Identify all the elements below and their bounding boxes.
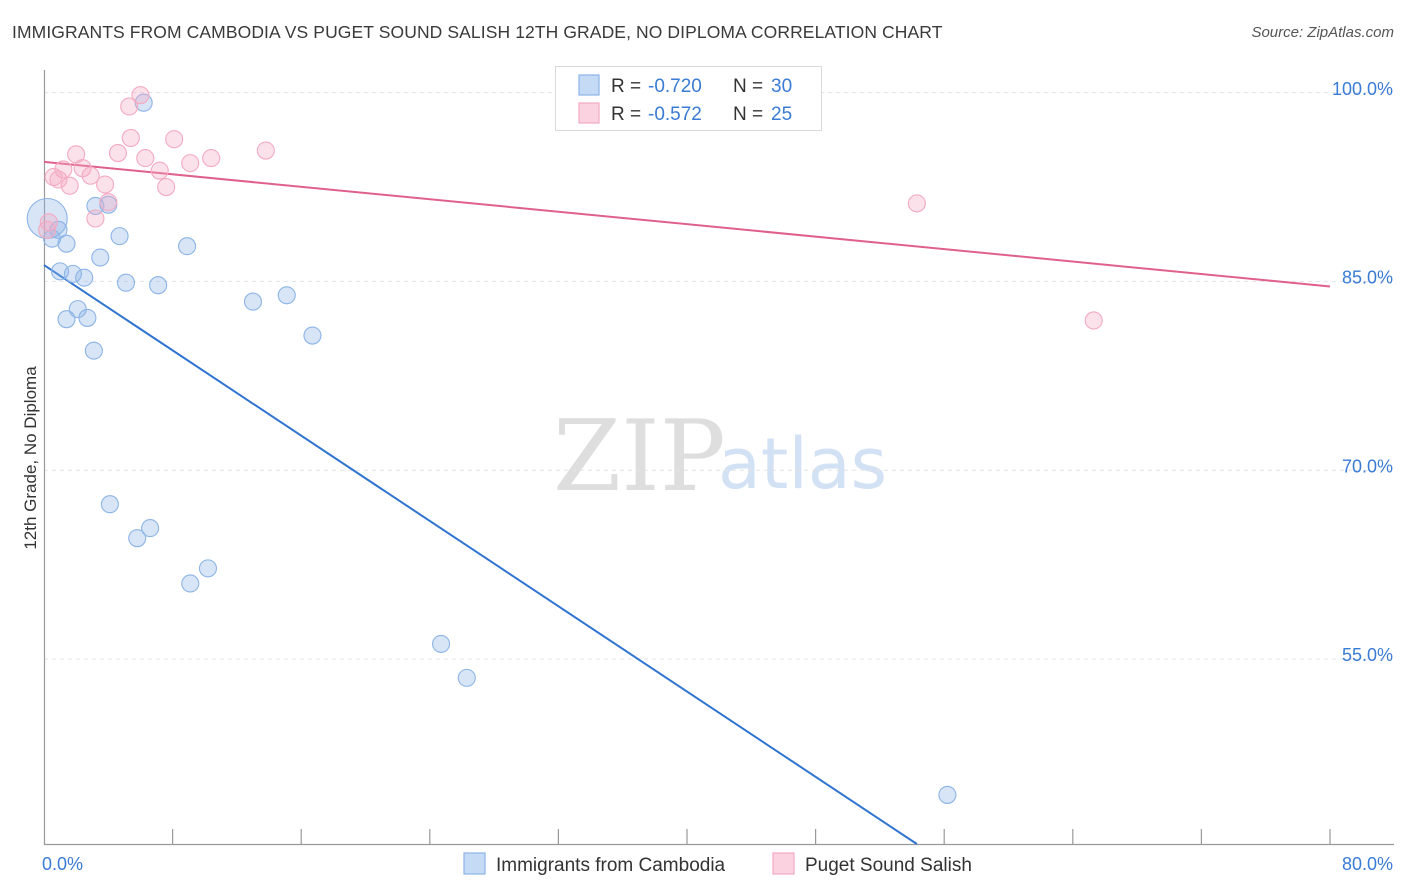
point-salish [108, 144, 127, 163]
point-cambodia [303, 326, 322, 345]
point-cambodia [938, 785, 957, 804]
point-salish [131, 86, 150, 105]
x-tick-labels: 0.0% 80.0% [42, 854, 1393, 874]
point-cambodia [57, 234, 76, 253]
y-axis-label: 12th Grade, No Diploma [21, 366, 40, 550]
stats-legend-box [555, 66, 822, 131]
point-cambodia [116, 273, 136, 292]
legend-swatch-cambodia [578, 74, 600, 96]
point-cambodia [91, 248, 110, 267]
point-salish [39, 213, 58, 232]
point-cambodia [432, 634, 451, 653]
point-cambodia [243, 292, 263, 311]
point-cambodia [57, 310, 76, 329]
x-tick-label: 80.0% [1342, 854, 1393, 874]
series-legend-swatch-salish [772, 852, 795, 875]
series-legend-swatch-cambodia [463, 852, 486, 875]
point-cambodia [178, 237, 197, 256]
data-points [26, 86, 1103, 804]
point-salish [165, 130, 184, 149]
point-salish [49, 170, 68, 189]
series-legend-label-cambodia: Immigrants from Cambodia [496, 855, 726, 876]
point-salish [136, 149, 155, 168]
point-cambodia [457, 668, 476, 687]
point-cambodia [181, 574, 200, 593]
legend-n-label-2: N = [733, 104, 763, 125]
watermark-zip: ZIP [553, 400, 726, 514]
chart-title: IMMIGRANTS FROM CAMBODIA VS PUGET SOUND … [12, 22, 943, 42]
point-salish [81, 166, 100, 185]
point-cambodia [128, 529, 147, 548]
legend-swatch-salish [578, 102, 600, 124]
point-salish [60, 176, 79, 195]
point-cambodia [63, 264, 82, 283]
y-tick-labels: 100.0% 85.0% 70.0% 55.0% [1332, 79, 1393, 665]
y-tick-label: 100.0% [1332, 79, 1393, 99]
trend-line-cambodia [43, 264, 918, 845]
point-cambodia [100, 495, 119, 514]
y-tick-label: 85.0% [1342, 268, 1393, 288]
y-tick-label: 70.0% [1342, 456, 1393, 476]
point-salish [86, 209, 105, 228]
point-salish [150, 161, 169, 180]
point-salish [96, 175, 115, 194]
legend-n-value-2: 25 [771, 104, 792, 125]
point-salish [907, 194, 926, 213]
trend-lines [43, 160, 1331, 845]
point-salish [121, 128, 140, 148]
point-cambodia [84, 341, 103, 360]
point-salish [38, 220, 57, 239]
point-salish [181, 154, 200, 173]
point-cambodia [198, 559, 218, 578]
legend-r-value-2: -0.572 [648, 104, 702, 125]
legend-n-label-1: N = [733, 76, 763, 97]
legend-n-value-1: 30 [771, 76, 792, 97]
point-salish [99, 193, 118, 212]
series-legend-label-salish: Puget Sound Salish [805, 855, 972, 876]
series-legend: Immigrants from Cambodia Puget Sound Sal… [463, 852, 972, 876]
trend-line-salish [43, 160, 1331, 288]
legend-r-label-1: R = [611, 76, 641, 97]
point-salish [256, 141, 275, 160]
point-cambodia [141, 519, 160, 538]
point-cambodia [75, 268, 94, 287]
legend-r-value-1: -0.720 [648, 76, 702, 97]
point-cambodia [277, 286, 296, 305]
x-ticks [172, 829, 1331, 845]
point-cambodia [78, 308, 97, 327]
y-tick-label: 55.0% [1342, 645, 1393, 665]
point-cambodia [149, 276, 168, 295]
source-attribution: Source: ZipAtlas.com [1251, 24, 1394, 41]
point-cambodia [110, 227, 129, 246]
point-salish [157, 177, 176, 197]
stats-legend: R = -0.720 N = 30 R = -0.572 N = 25 [555, 66, 822, 131]
legend-r-label-2: R = [611, 104, 641, 125]
point-salish [120, 97, 139, 116]
gridlines [44, 92, 1394, 660]
point-salish [44, 167, 63, 187]
x-tick-label: 0.0% [42, 854, 83, 874]
point-salish [1084, 311, 1103, 330]
watermark-atlas: atlas [718, 423, 887, 505]
point-salish [54, 160, 73, 179]
point-salish [202, 149, 221, 168]
